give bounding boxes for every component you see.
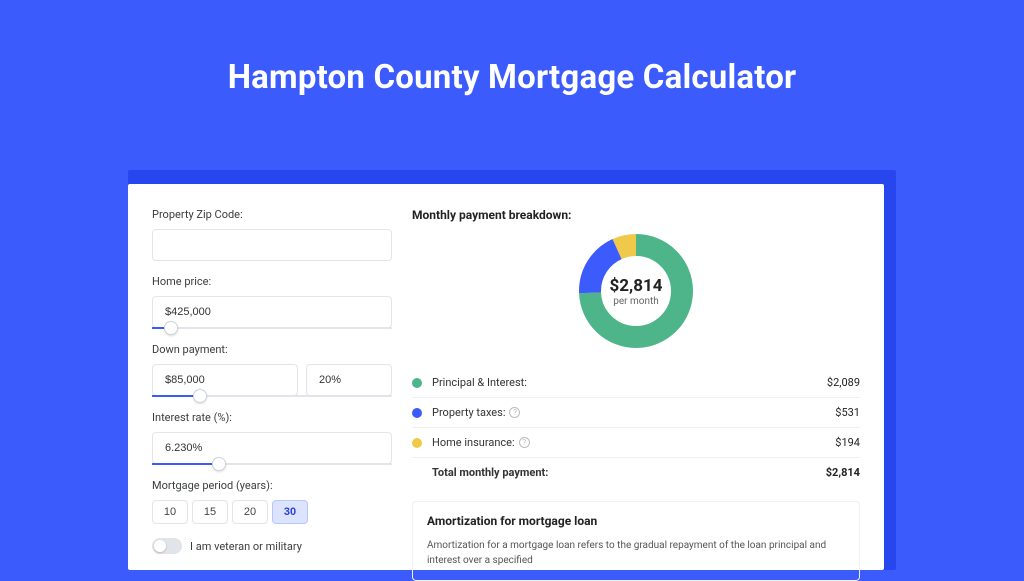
- period-btn-10[interactable]: 10: [152, 500, 188, 524]
- period-label: Mortgage period (years):: [152, 479, 392, 492]
- slider-thumb[interactable]: [212, 457, 226, 471]
- breakdown-title: Monthly payment breakdown:: [412, 208, 860, 222]
- legend-dot: [412, 408, 422, 418]
- interest-rate-label: Interest rate (%):: [152, 411, 392, 424]
- down-payment-pct-input[interactable]: [306, 364, 392, 396]
- legend-value: $2,089: [827, 376, 860, 389]
- period-btn-20[interactable]: 20: [232, 500, 268, 524]
- interest-rate-slider[interactable]: [152, 463, 392, 465]
- legend-value: $194: [835, 436, 860, 449]
- legend-dot: [412, 438, 422, 448]
- total-label: Total monthly payment:: [432, 466, 826, 479]
- info-icon[interactable]: ?: [509, 407, 520, 418]
- period-buttons: 10152030: [152, 500, 392, 524]
- down-payment-input[interactable]: [152, 364, 298, 396]
- zip-label: Property Zip Code:: [152, 208, 392, 221]
- info-icon[interactable]: ?: [519, 437, 530, 448]
- legend-label: Principal & Interest:: [432, 376, 827, 389]
- legend-label: Property taxes: ?: [432, 406, 835, 419]
- total-value: $2,814: [826, 466, 860, 479]
- page-title: Hampton County Mortgage Calculator: [0, 58, 1024, 97]
- form-column: Property Zip Code: Home price: Down paym…: [152, 208, 392, 570]
- legend-row: Home insurance: ?$194: [412, 427, 860, 457]
- interest-rate-field: Interest rate (%):: [152, 411, 392, 465]
- interest-rate-input[interactable]: [152, 432, 392, 464]
- amortization-title: Amortization for mortgage loan: [427, 514, 845, 528]
- breakdown-column: Monthly payment breakdown: $2,814 per mo…: [412, 208, 860, 570]
- zip-field: Property Zip Code:: [152, 208, 392, 261]
- home-price-input[interactable]: [152, 296, 392, 328]
- calculator-card: Property Zip Code: Home price: Down paym…: [128, 184, 884, 570]
- period-btn-15[interactable]: 15: [192, 500, 228, 524]
- donut-center-sub: per month: [613, 296, 659, 307]
- down-payment-label: Down payment:: [152, 343, 392, 356]
- veteran-label: I am veteran or military: [190, 540, 302, 553]
- home-price-label: Home price:: [152, 275, 392, 288]
- legend-label: Home insurance: ?: [432, 436, 835, 449]
- veteran-row: I am veteran or military: [152, 538, 392, 554]
- total-row: Total monthly payment: $2,814: [412, 457, 860, 487]
- legend-dot: [412, 378, 422, 388]
- amortization-text: Amortization for a mortgage loan refers …: [427, 538, 845, 568]
- zip-input[interactable]: [152, 229, 392, 261]
- period-btn-30[interactable]: 30: [272, 500, 308, 524]
- amortization-box: Amortization for mortgage loan Amortizat…: [412, 501, 860, 581]
- legend-row: Principal & Interest:$2,089: [412, 368, 860, 397]
- slider-thumb[interactable]: [164, 321, 178, 335]
- donut-chart: $2,814 per month: [412, 232, 860, 350]
- veteran-toggle[interactable]: [152, 538, 182, 554]
- down-payment-slider[interactable]: [152, 395, 392, 397]
- home-price-field: Home price:: [152, 275, 392, 329]
- legend-value: $531: [835, 406, 860, 419]
- slider-thumb[interactable]: [193, 389, 207, 403]
- period-field: Mortgage period (years): 10152030: [152, 479, 392, 524]
- legend-row: Property taxes: ?$531: [412, 397, 860, 427]
- down-payment-field: Down payment:: [152, 343, 392, 397]
- home-price-slider[interactable]: [152, 327, 392, 329]
- donut-center-value: $2,814: [610, 276, 663, 296]
- legend: Principal & Interest:$2,089Property taxe…: [412, 368, 860, 457]
